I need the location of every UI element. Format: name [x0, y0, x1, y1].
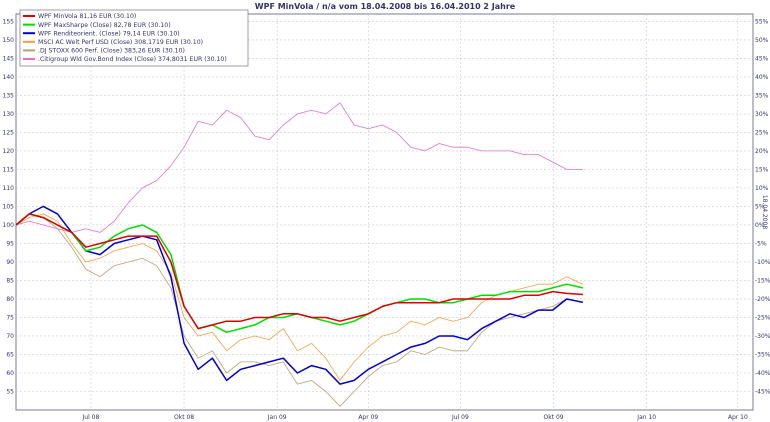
y-tick-label: 140	[3, 74, 15, 81]
y2-tick-label: 20%	[755, 148, 769, 155]
series-lines	[15, 102, 584, 407]
y-tick-label: 105	[3, 203, 15, 210]
x-tick-label: Jan 10	[636, 414, 656, 421]
y2-tick-label: -40%	[755, 370, 770, 377]
grid	[16, 14, 753, 410]
y-tick-label: 110	[3, 185, 15, 192]
y2-tick-label: -25%	[755, 314, 770, 321]
x-tick-label: Apr 09	[358, 414, 378, 421]
y2-tick-label: 10%	[755, 185, 769, 192]
y-tick-label: 155	[3, 18, 15, 25]
y-tick-label: 60	[6, 370, 14, 377]
y-tick-label: 100	[3, 222, 15, 229]
x-tick-label: Jan 09	[267, 414, 287, 421]
legend-label: WPF Renditeorient. (Close) 79,14 EUR (30…	[38, 30, 180, 37]
y2-tick-label: 40%	[755, 74, 769, 81]
y2-tick-label: -10%	[755, 259, 770, 266]
y2-tick-label: 45%	[755, 55, 769, 62]
series-line	[15, 213, 583, 330]
y2-tick-label: -30%	[755, 333, 770, 340]
y2-tick-label: -5%	[755, 240, 767, 247]
x-tick-label: Apr 10	[728, 414, 748, 421]
y2-tick-label: 50%	[755, 37, 769, 44]
y-tick-label: 90	[6, 259, 14, 266]
y2-tick-label: -45%	[755, 388, 770, 395]
series-line	[15, 213, 584, 381]
y-tick-label: 120	[3, 148, 15, 155]
y2-tick-label: 0%	[755, 222, 765, 229]
right-axis-label: 18.04.2008	[761, 195, 768, 230]
x-tick-label: Okt 09	[544, 414, 564, 421]
legend-label: .DJ STOXX 600 Perf. (Close) 383,26 EUR (…	[38, 48, 185, 55]
y-tick-label: 130	[3, 111, 15, 118]
y2-tick-label: -20%	[755, 296, 770, 303]
y-tick-label: 70	[6, 333, 14, 340]
legend-label: .Citigroup Wld Gov.Bond Index (Close) 37…	[38, 56, 227, 63]
y2-tick-label: 5%	[755, 203, 765, 210]
legend-box	[19, 9, 249, 67]
chart-title: WPF MinVola / n/a vom 18.04.2008 bis 16.…	[255, 2, 516, 11]
y2-tick-label: -35%	[755, 351, 770, 358]
x-tick-label: Jul 09	[451, 414, 469, 421]
series-line	[15, 205, 584, 385]
legend: WPF MinVola 81,16 EUR (30.10) WPF MaxShar…	[19, 9, 249, 67]
y2-tick-label: 30%	[755, 111, 769, 118]
series-line	[15, 102, 583, 233]
legend-label: WPF MinVola 81,16 EUR (30.10)	[38, 13, 136, 20]
y-tick-label: 65	[6, 351, 14, 358]
x-axis: Jul 08 Okt 08 Jan 09 Apr 09 Jul 09 Okt 09 Jan …	[82, 414, 748, 421]
series-line	[15, 213, 583, 407]
y-tick-label: 135	[3, 92, 15, 99]
x-tick-label: Jul 08	[82, 414, 100, 421]
plot-area	[15, 13, 754, 411]
y-tick-label: 80	[6, 296, 14, 303]
y2-tick-label: 15%	[755, 166, 769, 173]
y-tick-label: 145	[3, 55, 15, 62]
y-axis-left: 55 60 65 70 75 80 85 90 95 100 105 110 115 120 125 130 1…	[3, 18, 15, 395]
y-tick-label: 75	[6, 314, 14, 321]
y-tick-label: 95	[6, 240, 14, 247]
y2-tick-label: 55%	[755, 18, 769, 25]
y-tick-label: 150	[3, 37, 15, 44]
y2-tick-label: 35%	[755, 92, 769, 99]
y2-tick-label: 25%	[755, 129, 769, 136]
y-tick-label: 125	[3, 129, 15, 136]
y-tick-label: 115	[3, 166, 15, 173]
x-tick-label: Okt 08	[174, 414, 194, 421]
y2-tick-label: -15%	[755, 277, 770, 284]
legend-label: WPF MaxSharpe (Close) 82,78 EUR (30.10)	[38, 22, 171, 29]
y-tick-label: 85	[6, 277, 14, 284]
y-tick-label: 55	[6, 388, 14, 395]
y-axis-right: -45%-40%-35%-30%-25%-20%-15%-10%-5%0%5%1…	[755, 18, 770, 395]
legend-label: MSCI AC Welt Perf USD (Close) 308,1719 E…	[38, 39, 203, 46]
